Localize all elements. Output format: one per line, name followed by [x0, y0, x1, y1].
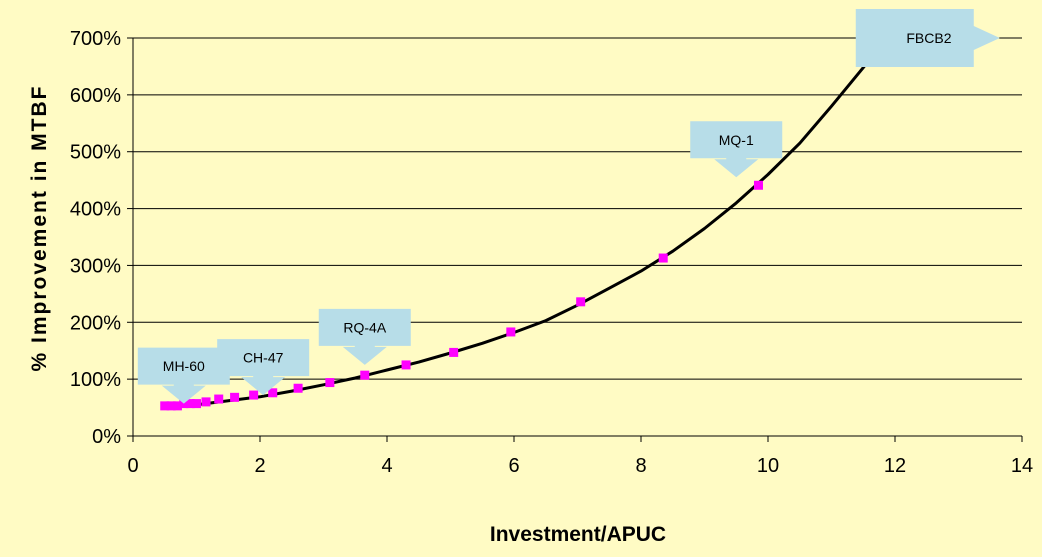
data-point — [249, 390, 259, 400]
callout-label: CH-47 — [243, 350, 284, 366]
x-tick-label: 8 — [635, 455, 646, 477]
x-tick-label: 4 — [381, 455, 392, 477]
callout-label: MH-60 — [163, 358, 205, 374]
data-point — [293, 383, 303, 393]
data-point — [192, 399, 201, 409]
y-tick-label: 200% — [70, 312, 121, 334]
callout-fbcb2: FBCB2 — [855, 9, 1000, 67]
y-tick-label: 600% — [70, 85, 121, 107]
data-point — [166, 401, 176, 411]
data-point — [401, 360, 411, 370]
tick-labels: 0% 100% 200% 300% 400% 500% 600% 700% 0 2 4 6 8 10 12 1… — [70, 28, 1033, 477]
x-tick-label: 6 — [508, 455, 519, 477]
callout-mq-1: MQ-1 — [690, 121, 783, 178]
callout-label: MQ-1 — [719, 132, 754, 148]
data-point — [576, 297, 586, 307]
data-point — [172, 401, 182, 411]
data-point — [506, 327, 516, 337]
trendline-layer — [164, 58, 871, 410]
data-point — [214, 394, 224, 404]
data-point — [230, 392, 240, 402]
data-point — [201, 397, 211, 407]
callout-rq-4a: RQ-4A — [318, 308, 411, 365]
x-tick-label: 10 — [757, 455, 779, 477]
trendline — [164, 58, 871, 410]
x-axis-title: Investment/APUC — [490, 523, 666, 546]
data-point — [449, 347, 459, 357]
data-point — [325, 378, 335, 388]
y-tick-label: 500% — [70, 142, 121, 164]
data-point — [185, 399, 195, 409]
data-point — [160, 401, 170, 411]
x-tick-label: 2 — [254, 455, 265, 477]
y-tick-label: 700% — [70, 28, 121, 50]
y-tick-label: 400% — [70, 199, 121, 221]
callout-arrow-shape — [318, 308, 411, 365]
callout-arrow-shape — [690, 121, 783, 178]
x-tick-label: 12 — [884, 455, 906, 477]
data-point — [268, 388, 278, 398]
callout-label: FBCB2 — [906, 30, 951, 46]
y-axis-title: % Improvement in MTBF — [28, 84, 51, 371]
axes — [127, 37, 1023, 442]
data-point — [658, 253, 668, 263]
callout-arrow-shape — [855, 9, 1000, 67]
callout-mh-60: MH-60 — [137, 347, 230, 404]
callout-label: RQ-4A — [343, 319, 386, 335]
y-tick-label: 100% — [70, 369, 121, 391]
callout-arrow-shape — [217, 339, 310, 396]
data-point — [753, 180, 763, 190]
callouts: MH-60 CH-47 RQ-4A MQ-1 FBCB2 — [137, 9, 1000, 404]
data-points — [160, 56, 875, 411]
callout-arrow-shape — [137, 347, 230, 404]
y-tick-label: 300% — [70, 255, 121, 277]
callout-ch-47: CH-47 — [217, 339, 310, 396]
data-point — [360, 370, 370, 380]
x-tick-label: 14 — [1011, 455, 1033, 477]
x-tick-label: 0 — [127, 455, 138, 477]
y-tick-label: 0% — [92, 426, 121, 448]
